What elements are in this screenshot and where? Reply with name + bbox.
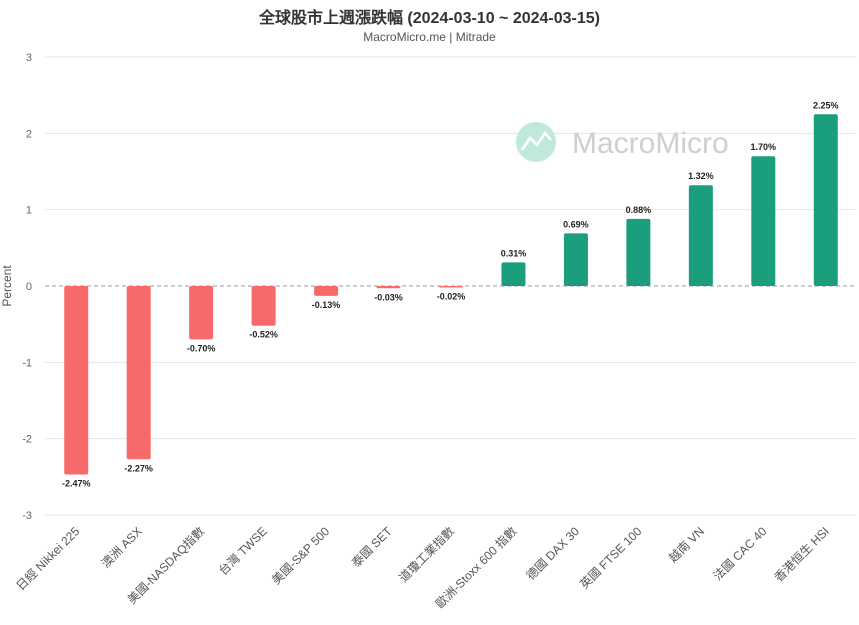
data-label: -2.27% xyxy=(124,463,153,473)
macromicro-logo-icon xyxy=(516,122,556,162)
data-label: 0.69% xyxy=(563,219,589,229)
bar[interactable] xyxy=(251,286,276,326)
watermark-text: MacroMicro xyxy=(572,127,729,160)
y-tick-label: -1 xyxy=(22,357,32,369)
category-label: 法國 CAC 40 xyxy=(710,524,769,583)
bar[interactable] xyxy=(563,233,588,286)
data-label: -0.52% xyxy=(249,330,278,340)
y-tick-label: -3 xyxy=(22,510,32,522)
watermark: MacroMicro xyxy=(516,122,729,162)
bar[interactable] xyxy=(314,286,339,296)
category-label: 香港恒生 HSI xyxy=(772,524,832,584)
y-tick-label: 1 xyxy=(26,205,32,217)
category-label: 台灣 TWSE xyxy=(215,524,269,578)
category-label: 澳洲 ASX xyxy=(99,524,145,570)
chart-title: 全球股市上週漲跌幅 (2024-03-10 ~ 2024-03-15) xyxy=(258,10,601,27)
data-label: 1.70% xyxy=(751,142,777,152)
bar[interactable] xyxy=(813,114,838,286)
bars xyxy=(64,114,838,475)
grid-lines xyxy=(45,56,857,516)
category-label: 越南 VN xyxy=(665,524,707,566)
bar[interactable] xyxy=(626,218,651,286)
y-tick-label: 3 xyxy=(26,52,32,64)
data-label: -0.02% xyxy=(437,292,466,302)
category-label: 美國-S&P 500 xyxy=(269,524,332,587)
bar[interactable] xyxy=(376,286,401,289)
bar[interactable] xyxy=(501,262,526,286)
bar[interactable] xyxy=(189,286,214,340)
bar[interactable] xyxy=(439,286,463,288)
chart-subtitle: MacroMicro.me | Mitrade xyxy=(363,30,496,44)
logo-chart-line xyxy=(520,130,552,151)
bar[interactable] xyxy=(751,156,776,286)
category-label: 泰國 SET xyxy=(349,524,395,570)
data-label: 2.25% xyxy=(813,100,839,110)
y-tick-label: 0 xyxy=(26,281,32,293)
data-label: -0.13% xyxy=(312,300,341,310)
data-label: -0.70% xyxy=(187,343,216,353)
category-label: 德國 DAX 30 xyxy=(523,523,582,582)
data-label: -0.03% xyxy=(374,292,403,302)
bar[interactable] xyxy=(64,286,89,475)
data-label: 0.88% xyxy=(626,205,652,215)
category-label: 日經 Nikkei 225 xyxy=(13,524,82,593)
data-label: 1.32% xyxy=(688,171,714,181)
y-tick-labels: 3 2 1 0 -1 -2 -3 xyxy=(22,52,32,522)
data-label: -2.47% xyxy=(62,479,91,489)
y-tick-label: -2 xyxy=(22,434,32,446)
category-label: 英國 FTSE 100 xyxy=(577,524,645,592)
y-tick-label: 2 xyxy=(26,128,32,140)
data-label: 0.31% xyxy=(501,248,527,258)
y-axis-title: Percent xyxy=(0,265,14,307)
data-labels: -2.47% -2.27% -0.70% -0.52% -0.13% -0.03% -0.0… xyxy=(62,100,839,488)
bar[interactable] xyxy=(688,185,713,286)
category-label: 道瓊工業指數 xyxy=(396,524,458,586)
bar[interactable] xyxy=(126,286,151,460)
